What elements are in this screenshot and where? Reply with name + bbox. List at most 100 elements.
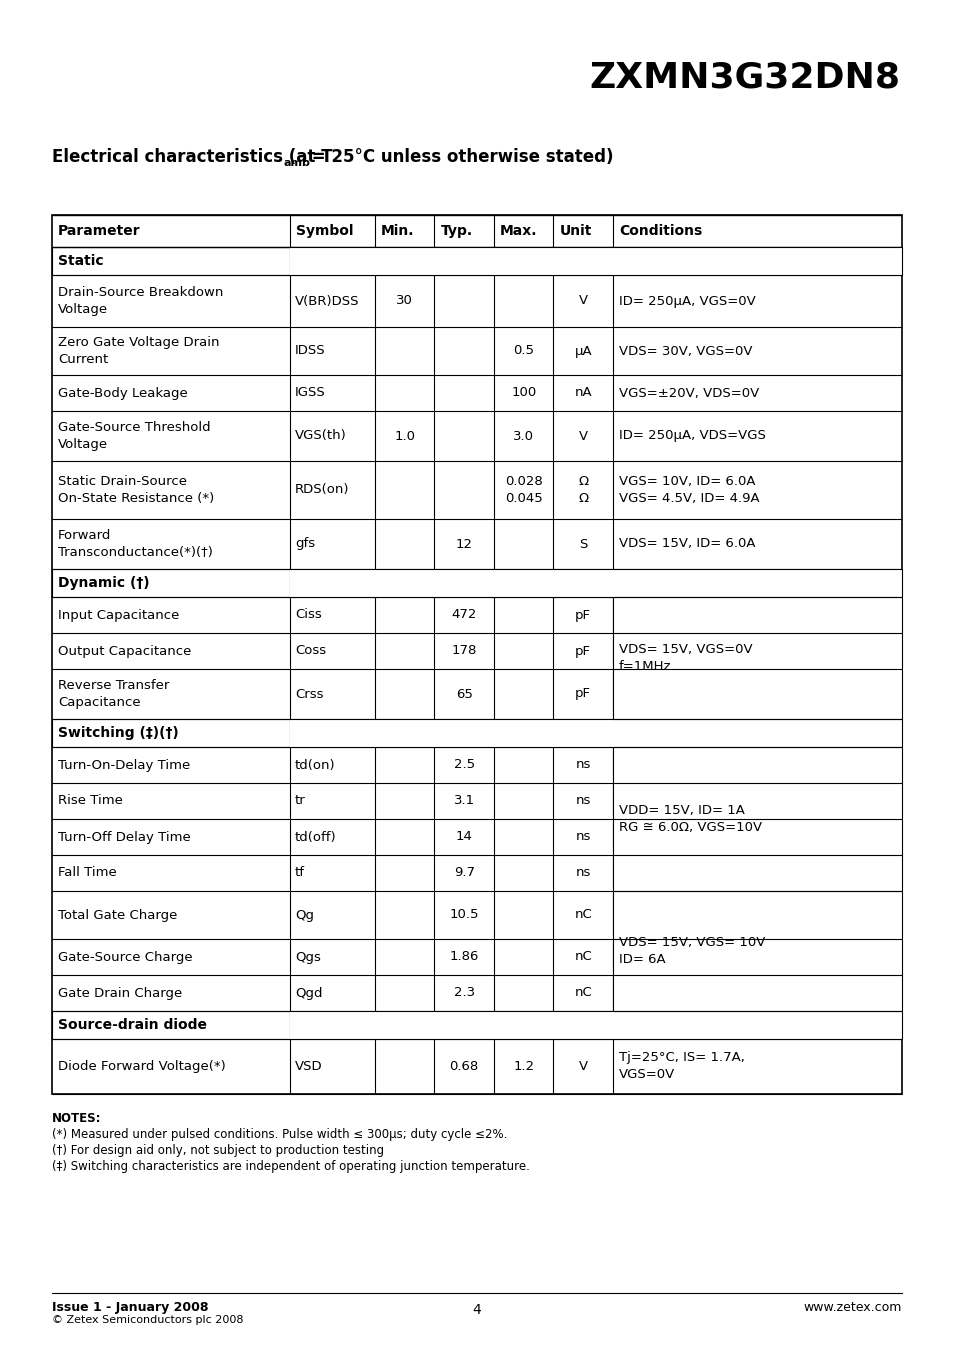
Text: www.zetex.com: www.zetex.com	[802, 1301, 901, 1315]
Text: Gate-Body Leakage: Gate-Body Leakage	[58, 386, 188, 400]
Text: (†) For design aid only, not subject to production testing: (†) For design aid only, not subject to …	[52, 1144, 384, 1156]
Text: ns: ns	[575, 758, 590, 771]
Text: VSD: VSD	[294, 1061, 322, 1073]
Text: VDS= 15V, VGS= 10V
ID= 6A: VDS= 15V, VGS= 10V ID= 6A	[618, 936, 764, 966]
Text: Turn-Off Delay Time: Turn-Off Delay Time	[58, 831, 191, 843]
Text: ID= 250μA, VGS=0V: ID= 250μA, VGS=0V	[618, 295, 755, 308]
Text: 1.2: 1.2	[513, 1061, 534, 1073]
Text: Symbol: Symbol	[295, 224, 354, 238]
Text: VDS= 15V, VGS=0V
f=1MHz: VDS= 15V, VGS=0V f=1MHz	[618, 643, 752, 673]
Text: Input Capacitance: Input Capacitance	[58, 608, 179, 621]
Text: Gate-Source Threshold
Voltage: Gate-Source Threshold Voltage	[58, 422, 211, 451]
Text: 1.0: 1.0	[394, 430, 415, 443]
Text: ns: ns	[575, 831, 590, 843]
Text: Total Gate Charge: Total Gate Charge	[58, 908, 177, 921]
Text: pF: pF	[575, 688, 591, 701]
Text: VGS(th): VGS(th)	[294, 430, 346, 443]
Text: Gate-Source Charge: Gate-Source Charge	[58, 951, 193, 963]
Text: © Zetex Semiconductors plc 2008: © Zetex Semiconductors plc 2008	[52, 1315, 243, 1325]
Text: IDSS: IDSS	[294, 345, 325, 358]
Text: Diode Forward Voltage(*): Diode Forward Voltage(*)	[58, 1061, 226, 1073]
Text: tf: tf	[294, 866, 305, 880]
Text: nC: nC	[574, 986, 592, 1000]
Text: Typ.: Typ.	[440, 224, 472, 238]
Text: Crss: Crss	[294, 688, 323, 701]
Text: Dynamic (†): Dynamic (†)	[58, 576, 150, 590]
Text: 0.68: 0.68	[449, 1061, 478, 1073]
Text: Max.: Max.	[499, 224, 537, 238]
Text: VDD= 15V, ID= 1A
RG ≅ 6.0Ω, VGS=10V: VDD= 15V, ID= 1A RG ≅ 6.0Ω, VGS=10V	[618, 804, 761, 834]
Bar	[290, 1011, 901, 1039]
Text: Tj=25°C, IS= 1.7A,
VGS=0V: Tj=25°C, IS= 1.7A, VGS=0V	[618, 1051, 744, 1082]
Text: 9.7: 9.7	[454, 866, 475, 880]
Text: Static Drain-Source
On-State Resistance (*): Static Drain-Source On-State Resistance …	[58, 476, 214, 505]
Text: 4: 4	[472, 1302, 481, 1317]
Text: Issue 1 - January 2008: Issue 1 - January 2008	[52, 1301, 209, 1315]
Text: Conditions: Conditions	[618, 224, 701, 238]
Text: (*) Measured under pulsed conditions. Pulse width ≤ 300μs; duty cycle ≤2%.: (*) Measured under pulsed conditions. Pu…	[52, 1128, 507, 1142]
Text: IGSS: IGSS	[294, 386, 325, 400]
Bar	[613, 597, 901, 719]
Text: Min.: Min.	[380, 224, 414, 238]
Text: NOTES:: NOTES:	[52, 1112, 101, 1125]
Text: V(BR)DSS: V(BR)DSS	[294, 295, 359, 308]
Text: 2.3: 2.3	[454, 986, 475, 1000]
Text: Forward
Transconductance(*)(†): Forward Transconductance(*)(†)	[58, 530, 213, 559]
Bar	[290, 247, 901, 276]
Text: 472: 472	[451, 608, 476, 621]
Text: Parameter: Parameter	[58, 224, 140, 238]
Text: 2.5: 2.5	[454, 758, 475, 771]
Text: Source-drain diode: Source-drain diode	[58, 1019, 207, 1032]
Text: VDS= 30V, VGS=0V: VDS= 30V, VGS=0V	[618, 345, 752, 358]
Text: td(on): td(on)	[294, 758, 335, 771]
Text: Qgs: Qgs	[294, 951, 320, 963]
Text: Static: Static	[58, 254, 104, 267]
Bar	[52, 215, 901, 1094]
Text: pF: pF	[575, 608, 591, 621]
Text: nA: nA	[574, 386, 592, 400]
Text: 12: 12	[456, 538, 473, 550]
Bar	[613, 892, 901, 1011]
Text: Ω
Ω: Ω Ω	[578, 476, 588, 505]
Text: ns: ns	[575, 794, 590, 808]
Text: ID= 250μA, VDS=VGS: ID= 250μA, VDS=VGS	[618, 430, 765, 443]
Text: 1.86: 1.86	[449, 951, 478, 963]
Text: VGS= 10V, ID= 6.0A
VGS= 4.5V, ID= 4.9A: VGS= 10V, ID= 6.0A VGS= 4.5V, ID= 4.9A	[618, 476, 759, 505]
Text: Electrical characteristics (at T: Electrical characteristics (at T	[52, 149, 333, 166]
Text: = 25°C unless otherwise stated): = 25°C unless otherwise stated)	[306, 149, 613, 166]
Text: Qg: Qg	[294, 908, 314, 921]
Text: pF: pF	[575, 644, 591, 658]
Text: Reverse Transfer
Capacitance: Reverse Transfer Capacitance	[58, 680, 170, 709]
Text: amb: amb	[284, 158, 311, 168]
Text: Coss: Coss	[294, 644, 326, 658]
Text: 65: 65	[456, 688, 472, 701]
Text: VDS= 15V, ID= 6.0A: VDS= 15V, ID= 6.0A	[618, 538, 755, 550]
Text: 10.5: 10.5	[449, 908, 478, 921]
Text: nC: nC	[574, 908, 592, 921]
Text: V: V	[578, 295, 587, 308]
Text: ZXMN3G32DN8: ZXMN3G32DN8	[588, 61, 899, 95]
Text: 3.0: 3.0	[513, 430, 534, 443]
Text: Rise Time: Rise Time	[58, 794, 123, 808]
Text: S: S	[578, 538, 587, 550]
Text: Qgd: Qgd	[294, 986, 322, 1000]
Text: 100: 100	[511, 386, 536, 400]
Text: RDS(on): RDS(on)	[294, 484, 349, 497]
Text: V: V	[578, 1061, 587, 1073]
Text: 178: 178	[451, 644, 476, 658]
Bar	[613, 747, 901, 892]
Text: Turn-On-Delay Time: Turn-On-Delay Time	[58, 758, 190, 771]
Text: (‡) Switching characteristics are independent of operating junction temperature.: (‡) Switching characteristics are indepe…	[52, 1161, 529, 1173]
Text: ns: ns	[575, 866, 590, 880]
Text: 0.5: 0.5	[513, 345, 534, 358]
Text: td(off): td(off)	[294, 831, 336, 843]
Text: 3.1: 3.1	[454, 794, 475, 808]
Text: 14: 14	[456, 831, 472, 843]
Text: Ciss: Ciss	[294, 608, 321, 621]
Text: 30: 30	[395, 295, 413, 308]
Text: μA: μA	[574, 345, 592, 358]
Text: Gate Drain Charge: Gate Drain Charge	[58, 986, 182, 1000]
Text: 0.028
0.045: 0.028 0.045	[504, 476, 542, 505]
Text: Drain-Source Breakdown
Voltage: Drain-Source Breakdown Voltage	[58, 286, 223, 316]
Text: tr: tr	[294, 794, 305, 808]
